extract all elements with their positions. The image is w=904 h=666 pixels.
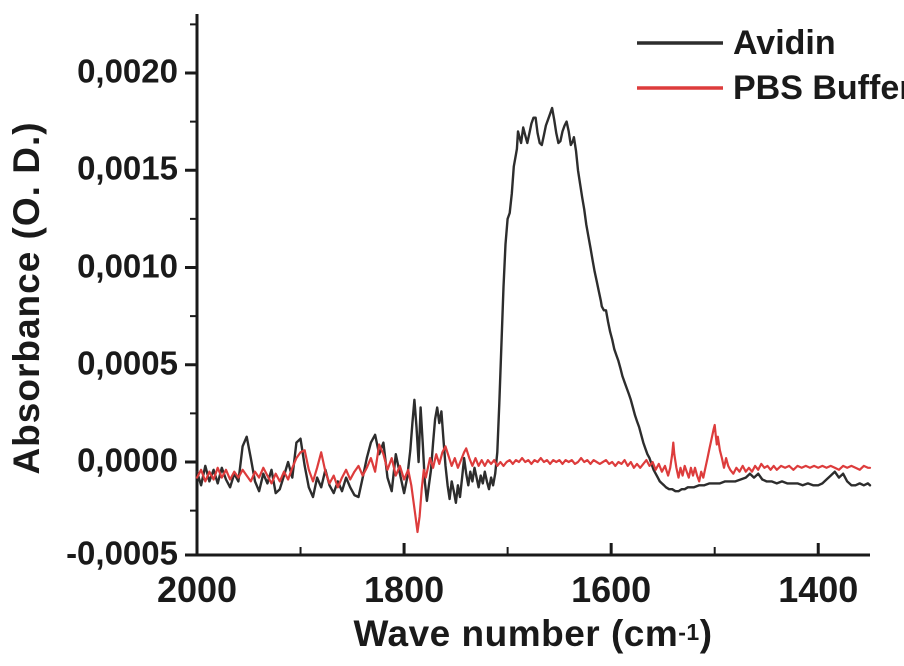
x-tick-label: 1800 bbox=[364, 569, 445, 610]
legend-label-avidin: Avidin bbox=[733, 24, 836, 62]
y-tick-label: -0,0005 bbox=[66, 534, 178, 572]
x-tick-label: 1600 bbox=[571, 569, 652, 610]
y-tick-label: 0,0020 bbox=[77, 52, 178, 90]
y-tick-label: 0,0005 bbox=[77, 344, 178, 382]
legend-label-pbs-buffer: PBS Buffer bbox=[733, 69, 904, 107]
series-line-pbs-buffer bbox=[195, 423, 872, 534]
x-axis-title-close-paren: ) bbox=[699, 613, 713, 654]
x-axis-title-superscript: -1 bbox=[678, 619, 700, 645]
x-tick-label: 2000 bbox=[156, 569, 238, 610]
x-axis-title: Wave number (cm-1) bbox=[353, 613, 712, 655]
y-tick-label: 0,0000 bbox=[77, 441, 178, 479]
x-tick-label: 1400 bbox=[778, 569, 859, 610]
y-tick-label: 0,0015 bbox=[77, 149, 178, 187]
series-line-avidin bbox=[195, 106, 872, 504]
y-tick-label: 0,0010 bbox=[77, 246, 178, 284]
x-axis-title-text: Wave number (cm bbox=[353, 613, 679, 654]
